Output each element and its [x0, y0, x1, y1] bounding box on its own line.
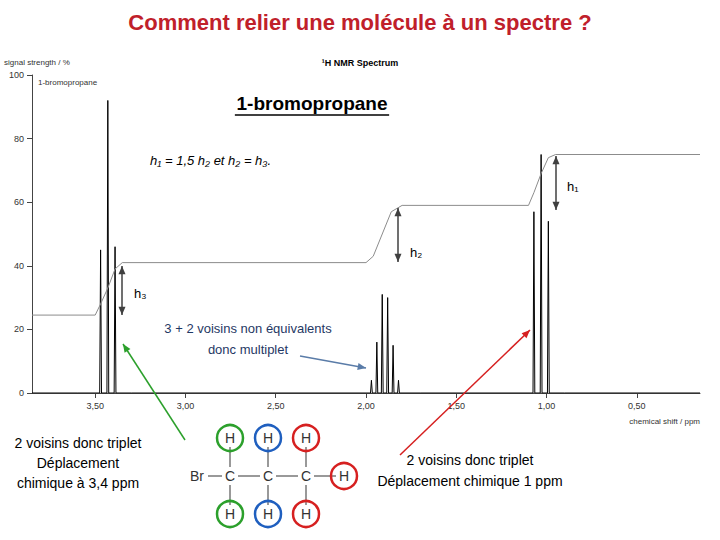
svg-text:2 voisins donc triplet: 2 voisins donc triplet: [407, 452, 534, 468]
svg-text:3 + 2 voisins non équivalents: 3 + 2 voisins non équivalents: [164, 321, 332, 336]
svg-text:2 voisins donc triplet: 2 voisins donc triplet: [15, 435, 142, 451]
svg-text:h₃: h₃: [134, 286, 147, 301]
svg-text:Déplacement chimique 1 ppm: Déplacement chimique 1 ppm: [377, 473, 562, 489]
svg-text:signal strength / %: signal strength / %: [4, 58, 70, 67]
svg-text:H: H: [225, 506, 235, 522]
svg-text:chemical shift / ppm: chemical shift / ppm: [629, 417, 700, 426]
svg-text:80: 80: [14, 134, 24, 144]
svg-text:H: H: [263, 430, 273, 446]
svg-text:H: H: [339, 468, 349, 484]
svg-text:h₁: h₁: [567, 179, 579, 194]
svg-text:40: 40: [14, 261, 24, 271]
svg-text:60: 60: [14, 197, 24, 207]
svg-text:Comment relier une molécule à: Comment relier une molécule à un spectre…: [128, 10, 591, 35]
svg-text:1,00: 1,00: [538, 401, 556, 411]
svg-text:2,00: 2,00: [357, 401, 375, 411]
svg-text:1,50: 1,50: [448, 401, 466, 411]
svg-text:3,50: 3,50: [86, 401, 104, 411]
svg-text:Déplacement: Déplacement: [37, 455, 120, 471]
svg-text:1-bromopropane: 1-bromopropane: [237, 93, 388, 114]
svg-text:0,50: 0,50: [628, 401, 646, 411]
svg-text:donc multiplet: donc multiplet: [208, 342, 289, 357]
svg-text:C: C: [263, 468, 273, 484]
svg-text:C: C: [225, 468, 235, 484]
svg-text:2,50: 2,50: [267, 401, 285, 411]
svg-text:H: H: [301, 430, 311, 446]
svg-text:C: C: [301, 468, 311, 484]
svg-text:h₁ = 1,5 h₂ et h₂ = h₃.: h₁ = 1,5 h₂ et h₂ = h₃.: [150, 153, 271, 168]
svg-text:3,00: 3,00: [177, 401, 195, 411]
svg-text:100: 100: [9, 70, 24, 80]
svg-text:¹H NMR Spectrum: ¹H NMR Spectrum: [322, 58, 399, 68]
svg-text:1-bromopropane: 1-bromopropane: [38, 78, 98, 87]
svg-text:h₂: h₂: [410, 245, 422, 260]
svg-text:20: 20: [14, 324, 24, 334]
svg-text:chimique à 3,4 ppm: chimique à 3,4 ppm: [17, 475, 139, 491]
svg-text:H: H: [263, 506, 273, 522]
svg-text:0: 0: [19, 388, 24, 398]
svg-text:H: H: [301, 506, 311, 522]
svg-text:H: H: [225, 430, 235, 446]
svg-text:Br: Br: [190, 468, 204, 484]
